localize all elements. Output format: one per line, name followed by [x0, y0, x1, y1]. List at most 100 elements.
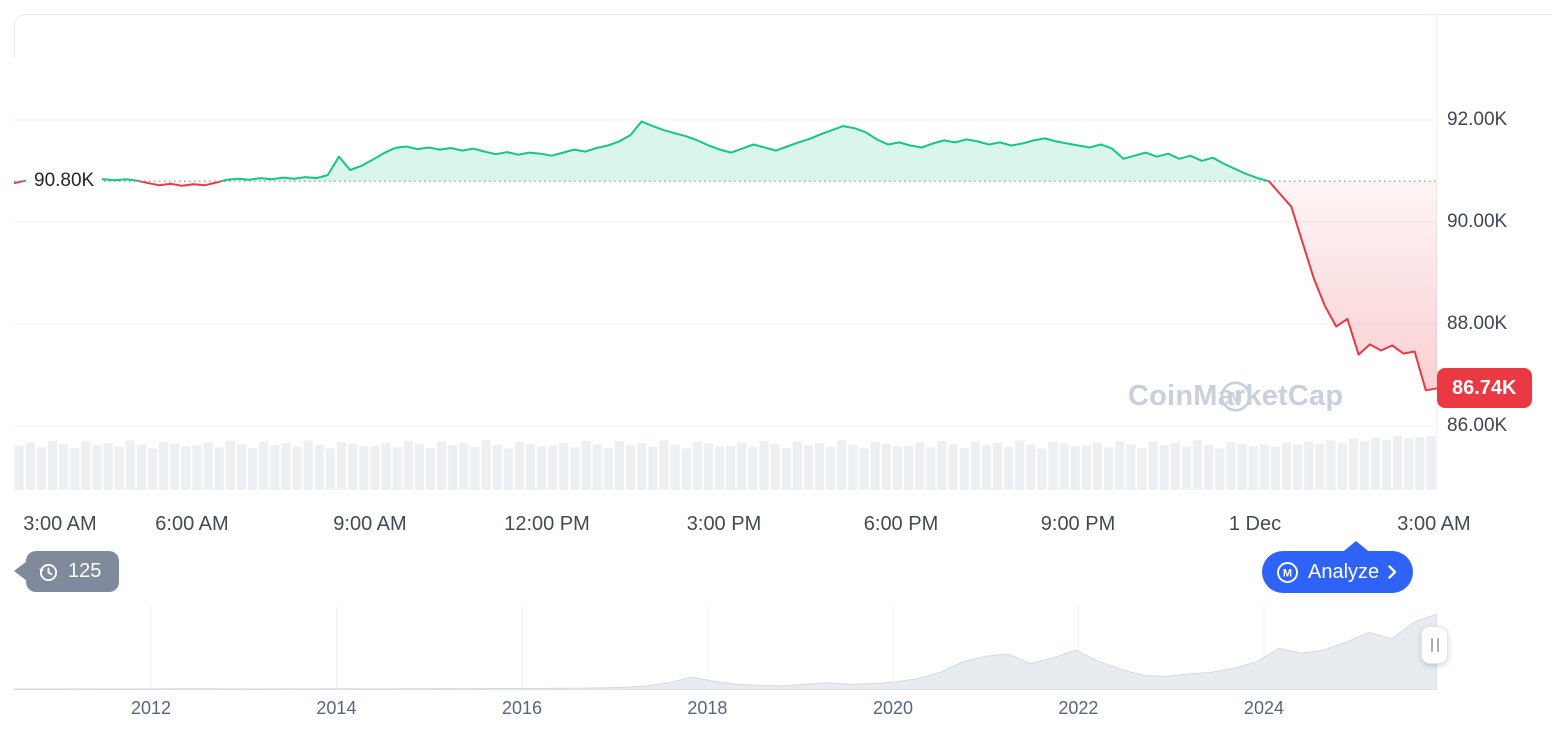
volume-bar	[1003, 446, 1014, 490]
volume-bar	[915, 442, 925, 490]
volume-bar	[1215, 448, 1225, 490]
volume-bar	[303, 440, 313, 490]
navigator-year-label: 2024	[1243, 698, 1284, 718]
volume-bar	[514, 441, 525, 490]
volume-bar	[1259, 444, 1269, 490]
watermark-logo-letter: M	[1229, 389, 1241, 406]
volume-bar	[348, 443, 358, 490]
volume-bar	[603, 447, 613, 490]
volume-bar	[1293, 444, 1303, 490]
volume-bar	[870, 441, 880, 490]
volume-bar	[381, 442, 391, 490]
volume-bar	[737, 442, 747, 490]
volume-bar	[336, 441, 347, 490]
volume-bar	[236, 444, 247, 490]
x-axis-label: 1 Dec	[1228, 513, 1282, 535]
volume-bar	[1015, 440, 1025, 490]
history-count: 125	[68, 560, 102, 582]
volume-bar	[826, 446, 836, 490]
volume-bar	[448, 445, 458, 490]
volume-bars	[14, 436, 1436, 490]
volume-bar	[214, 447, 224, 490]
volume-bar	[692, 441, 702, 490]
volume-bar	[792, 441, 802, 490]
navigator-history-area	[14, 613, 1437, 690]
y-axis-label: 90.00K	[1447, 211, 1508, 232]
volume-bar	[392, 447, 402, 490]
analyze-logo-letter: M	[1283, 567, 1292, 579]
volume-bar	[714, 446, 725, 490]
volume-bar	[1370, 437, 1381, 490]
volume-bar	[147, 448, 158, 490]
navigator-year-label: 2016	[501, 698, 543, 718]
navigator-handle[interactable]	[1421, 626, 1448, 664]
volume-bar	[1281, 442, 1292, 490]
volume-bar	[292, 446, 302, 490]
volume-bar	[1081, 445, 1092, 490]
volume-bar	[937, 440, 947, 490]
timeline-navigator[interactable]	[14, 605, 1448, 690]
volume-bar	[770, 444, 780, 490]
volume-bar	[637, 443, 647, 490]
volume-bar	[103, 443, 113, 490]
volume-bar	[625, 445, 636, 490]
x-axis-label: 6:00 AM	[155, 513, 229, 535]
volume-bar	[414, 444, 424, 490]
volume-bar	[325, 448, 336, 490]
navigator-year-label: 2018	[687, 698, 728, 718]
volume-bar	[748, 447, 758, 490]
volume-bar	[136, 444, 147, 490]
volume-bar	[948, 444, 958, 490]
volume-bar	[1137, 447, 1147, 490]
volume-bar	[181, 446, 191, 490]
volume-bar	[192, 445, 202, 490]
volume-bar	[70, 447, 80, 490]
volume-bar	[503, 448, 513, 490]
price-chart-svg[interactable]	[14, 14, 1437, 490]
volume-bar	[1237, 443, 1247, 490]
volume-bar	[114, 446, 124, 490]
navigator-chart-svg[interactable]	[14, 605, 1437, 690]
volume-bar	[259, 441, 269, 490]
price-area-above	[22, 121, 1269, 182]
analyze-button[interactable]: M Analyze	[1262, 551, 1414, 593]
volume-bar	[537, 446, 547, 490]
volume-bar	[203, 442, 213, 490]
volume-bar	[281, 443, 291, 490]
x-axis-label: 9:00 AM	[333, 513, 407, 535]
volume-bar	[1426, 436, 1436, 490]
history-badge[interactable]: 125	[13, 551, 120, 592]
volume-bar	[903, 445, 914, 490]
volume-bar	[437, 441, 447, 490]
price-chart[interactable]: 90.80K M CoinMarketCap	[14, 14, 1437, 490]
handle-grip-bar	[1430, 638, 1433, 652]
volume-bar	[592, 444, 602, 490]
volume-bar	[703, 443, 714, 490]
price-line-green	[18, 120, 1271, 182]
volume-bar	[1304, 441, 1314, 490]
y-axis-label: 92.00K	[1447, 109, 1508, 130]
volume-bar	[1092, 442, 1103, 490]
volume-bar	[1315, 443, 1325, 490]
last-price-badge: 86.74K	[1437, 368, 1532, 409]
volume-bar	[1381, 439, 1392, 490]
x-axis-label: 3:00 AM	[23, 513, 97, 535]
volume-bar	[370, 445, 380, 490]
volume-bar	[670, 444, 680, 490]
volume-bar	[1326, 440, 1336, 490]
coinmarketcap-logo-icon: M	[1220, 381, 1251, 412]
volume-bar	[481, 440, 491, 490]
volume-bar	[470, 446, 480, 490]
volume-bar	[1115, 440, 1125, 490]
navigator-year-axis: 2012 2014 2016 2018 2020 2022 2024	[0, 698, 1500, 724]
volume-bar	[314, 444, 324, 490]
chevron-right-icon	[1388, 565, 1397, 579]
volume-bar	[359, 446, 369, 490]
baseline-price-label: 90.80K	[26, 169, 103, 194]
volume-bar	[1415, 437, 1425, 490]
volume-bar	[981, 445, 991, 490]
volume-bar	[1359, 441, 1369, 490]
x-axis: 3:00 AM 6:00 AM 9:00 AM 12:00 PM 3:00 PM 6:00…	[0, 513, 1500, 541]
volume-bar	[970, 441, 980, 490]
